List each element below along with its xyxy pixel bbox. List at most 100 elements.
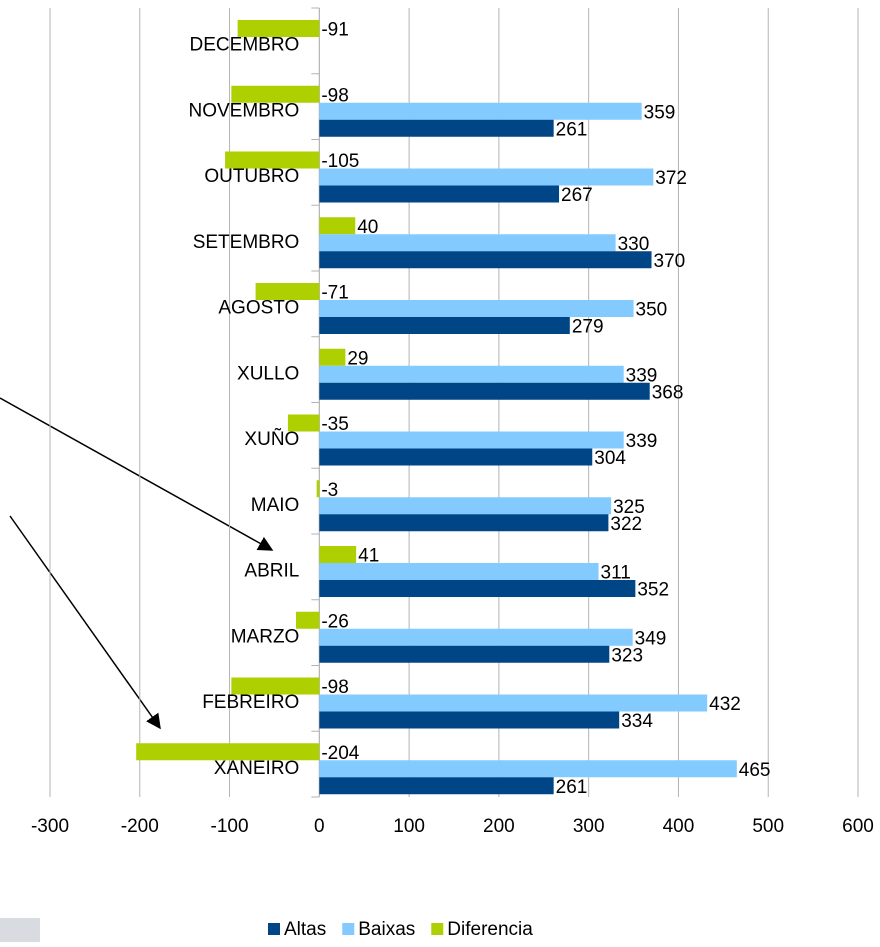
x-tick-label: -300 [31,816,69,837]
value-label: 349 [635,628,667,649]
value-label: 41 [358,546,379,567]
bar [319,168,654,186]
value-label: 352 [637,580,669,601]
value-label: 325 [613,497,645,518]
bar [319,348,346,366]
logo-fragment [0,918,40,942]
x-tick-label: 600 [842,816,874,837]
bar [319,514,609,532]
bar [319,300,634,317]
bar [319,317,570,334]
legend-label: Diferencia [447,919,533,940]
bar [295,611,320,629]
x-tick-label: 0 [314,816,325,837]
value-label: 368 [652,382,684,403]
bar [319,185,560,203]
value-label: -3 [321,480,338,501]
value-label: 465 [739,760,771,781]
value-label: -98 [321,677,348,698]
value-label: 334 [621,711,653,732]
bar [319,777,554,795]
x-tick-label: 500 [752,816,784,837]
bar [319,234,616,252]
bar [255,283,320,300]
value-label: -105 [321,151,359,172]
legend-swatch [342,923,355,935]
bar [319,119,554,137]
x-tick-label: -200 [121,816,159,837]
category-label: AGOSTO [218,298,299,319]
arrow [9,515,161,730]
x-tick-label: -100 [211,816,249,837]
bar [316,480,320,498]
category-label: NOVEMBRO [188,100,299,121]
bar [319,217,356,235]
value-label: 261 [556,119,588,140]
value-label: 267 [561,185,593,206]
category-label: OUTUBRO [204,166,299,187]
category-label: MAIO [251,495,300,516]
bar [319,102,642,120]
bar [319,448,593,466]
value-label: -26 [321,611,348,632]
value-label: -35 [321,414,348,435]
value-label: 40 [357,217,378,238]
bar [231,677,320,695]
bar [319,694,708,712]
bar [319,711,620,729]
bar [136,743,320,761]
value-label: -204 [321,743,359,764]
bar [319,760,737,778]
category-label: XULLO [237,363,299,384]
value-label: 370 [654,251,686,272]
bar [319,580,636,597]
bar [237,20,320,37]
category-label: FEBREIRO [202,692,299,713]
arrow [0,397,274,551]
category-label: ABRIL [244,561,299,582]
value-label: 339 [626,431,658,452]
bar [231,85,320,103]
legend-label: Baixas [358,919,415,940]
category-label: MARZO [231,626,300,647]
category-label: DECEMBRO [190,35,300,56]
value-label: -98 [321,85,348,106]
legend-swatch [268,923,280,935]
legend-swatch [431,923,444,935]
value-label: 311 [601,563,631,584]
bar [287,414,320,432]
bar [319,382,650,400]
value-label: 372 [655,168,687,189]
value-label: 359 [644,102,676,123]
value-label: 339 [626,365,658,386]
x-tick-label: 200 [483,816,515,837]
category-label: XANEIRO [214,758,300,779]
value-label: -91 [321,20,348,41]
x-tick-label: 400 [663,816,695,837]
legend-label: Altas [284,919,326,940]
bar [319,628,633,646]
value-label: 350 [636,300,668,321]
bar [319,563,599,580]
value-label: -71 [321,283,348,304]
value-label: 432 [709,694,741,715]
bar [319,431,624,449]
category-label: XUÑO [244,428,299,450]
value-label: 279 [572,317,604,338]
bar [319,546,357,563]
bar [319,251,652,269]
value-label: 261 [556,777,588,798]
bar [225,151,320,169]
x-tick-label: 300 [573,816,605,837]
bar [319,645,610,663]
value-label: 322 [610,514,642,535]
x-tick-label: 100 [393,816,425,837]
bar [319,365,624,383]
category-label: SETEMBRO [193,232,300,253]
value-label: 330 [618,234,650,255]
value-label: 304 [594,448,626,469]
bar [319,497,612,515]
value-label: 323 [611,645,643,666]
value-label: 29 [347,348,368,369]
